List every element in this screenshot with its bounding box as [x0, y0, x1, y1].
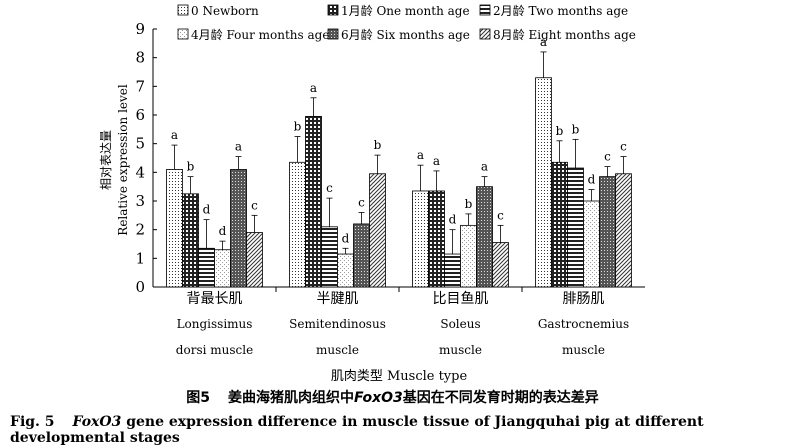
- significance-letter: d: [449, 213, 457, 227]
- significance-letter: c: [358, 195, 365, 209]
- caption-text-cn-pre: 姜曲海猪肌肉组织中: [227, 390, 354, 406]
- category-label-en-line2: dorsi muscle: [176, 343, 253, 357]
- significance-letter: c: [497, 208, 504, 222]
- y-tick-label: 1: [135, 249, 145, 267]
- significance-letter: d: [342, 231, 350, 245]
- bar: [551, 161, 568, 288]
- significance-letter: a: [540, 35, 547, 49]
- legend-label: 4月龄 Four months age: [191, 28, 329, 42]
- category-label-en-line1: Semitendinosus: [289, 317, 386, 331]
- category-label-cn: 腓肠肌: [563, 291, 605, 307]
- significance-letter: a: [171, 128, 178, 142]
- caption-number-en: Fig. 5: [10, 414, 55, 430]
- category-label-en-line2: muscle: [439, 343, 482, 357]
- legend-swatch: [327, 4, 339, 16]
- legend-swatch: [479, 4, 491, 16]
- caption-gene-en: FoxO3: [72, 414, 122, 430]
- bar: [353, 223, 370, 288]
- category-label-en-line2: muscle: [562, 343, 605, 357]
- significance-letter: a: [481, 160, 488, 174]
- y-tick-label: 3: [135, 192, 145, 210]
- figure-caption-english: Fig. 5 FoxO3 gene expression difference i…: [10, 414, 780, 446]
- significance-letter: b: [374, 138, 382, 152]
- bar: [182, 193, 199, 288]
- bar: [230, 169, 247, 288]
- bar: [412, 190, 429, 288]
- y-tick-label: 5: [135, 135, 145, 153]
- bar: [583, 200, 600, 288]
- bar: [337, 253, 354, 288]
- category-label-en-line1: Longissimus: [177, 317, 253, 331]
- y-tick-label: 8: [135, 49, 145, 67]
- bar: [428, 190, 445, 288]
- legend-swatch: [327, 28, 339, 40]
- bar: [492, 242, 509, 288]
- significance-letter: a: [433, 154, 440, 168]
- legend-label: 1月龄 One month age: [341, 4, 470, 18]
- legend-swatch: [177, 28, 189, 40]
- bar: [305, 116, 322, 288]
- significance-letter: c: [604, 150, 611, 164]
- legend-label: 8月龄 Eight months age: [493, 28, 636, 42]
- category-label-cn: 比目鱼肌: [433, 290, 489, 307]
- significance-letter: a: [235, 140, 242, 154]
- y-tick-label: 9: [135, 20, 145, 38]
- caption-text-cn-post: 基因在不同发育时期的表达差异: [402, 390, 599, 406]
- significance-letter: b: [294, 120, 302, 134]
- bar: [198, 247, 215, 288]
- bar: [567, 167, 584, 288]
- bar: [460, 224, 477, 288]
- y-tick-label: 2: [135, 221, 145, 239]
- legend-swatch: [177, 4, 189, 16]
- legend-swatch: [479, 28, 491, 40]
- bar: [289, 161, 306, 288]
- significance-letter: d: [219, 224, 227, 238]
- y-tick-label: 0: [135, 278, 145, 296]
- significance-letter: c: [326, 181, 333, 195]
- y-tick-label: 4: [135, 163, 145, 181]
- x-axis-label: 肌肉类型 Muscle type: [331, 369, 468, 384]
- significance-letter: a: [310, 81, 317, 95]
- significance-letter: b: [465, 197, 473, 211]
- legend-label: 0 Newborn: [191, 4, 259, 18]
- bar: [615, 173, 632, 288]
- legend-label: 2月龄 Two months age: [493, 4, 628, 18]
- category-label-en-line1: Soleus: [440, 317, 480, 331]
- bar: [535, 77, 552, 288]
- significance-letter: c: [620, 140, 627, 154]
- bar: [166, 169, 183, 288]
- figure-caption-chinese: 图5 姜曲海猪肌肉组织中FoxO3基因在不同发育时期的表达差异: [0, 387, 785, 407]
- category-label-en-line1: Gastrocnemius: [538, 317, 629, 331]
- y-axis-label-cn: 相对表达量: [99, 130, 113, 190]
- significance-letter: b: [572, 122, 580, 136]
- y-tick-label: 6: [135, 106, 145, 124]
- caption-gene-cn: FoxO3: [353, 390, 403, 406]
- category-label-cn: 半腱肌: [317, 291, 359, 307]
- y-tick-label: 7: [135, 77, 145, 95]
- bar: [321, 226, 338, 288]
- y-axis-label-en: Relative expression level: [116, 84, 130, 236]
- category-label-en-line2: muscle: [316, 343, 359, 357]
- bar: [476, 186, 493, 288]
- legend: 0 Newborn 1月龄 One month age 2月龄 Two months…: [177, 4, 636, 42]
- bar: [444, 253, 461, 288]
- legend-label: 6月龄 Six months age: [341, 28, 470, 42]
- significance-letter: d: [588, 173, 596, 187]
- bar: [369, 173, 386, 288]
- axis-labels: 背最长肌 Longissimus dorsi muscle 半腱肌 Semitendin…: [99, 84, 629, 384]
- significance-letter: b: [187, 160, 195, 174]
- significance-letter: d: [203, 203, 211, 217]
- significance-letter: a: [417, 148, 424, 162]
- significance-letter: b: [556, 124, 564, 138]
- bar: [599, 176, 616, 288]
- significance-letter: c: [251, 198, 258, 212]
- caption-number-cn: 图5: [186, 390, 210, 406]
- bar: [246, 232, 263, 288]
- category-label-cn: 背最长肌: [187, 291, 243, 307]
- bar: [214, 249, 231, 288]
